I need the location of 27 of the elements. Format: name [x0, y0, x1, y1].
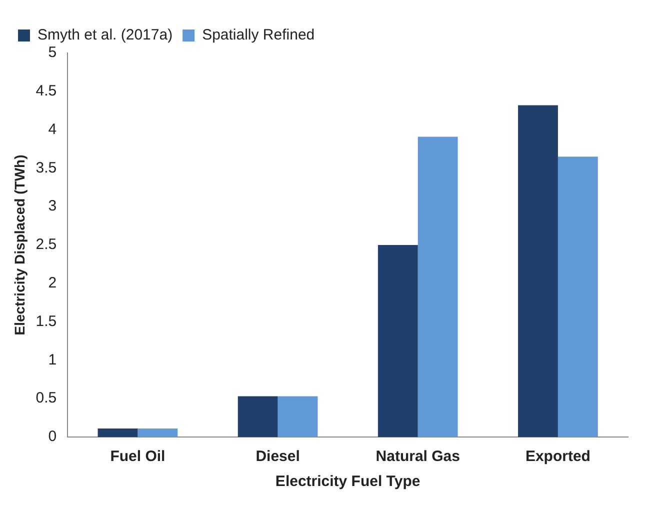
bar [238, 396, 278, 437]
bar [518, 105, 558, 437]
y-tick-label: 1 [48, 351, 57, 368]
x-tick-label: Natural Gas [376, 448, 460, 466]
y-tick-label: 4.5 [36, 82, 57, 100]
legend-label: Smyth et al. (2017a) [38, 26, 173, 44]
bar [558, 156, 598, 437]
y-tick-label: 3 [48, 198, 57, 215]
y-tick-label: 3.5 [36, 159, 57, 176]
y-tick-label: 1.5 [36, 312, 57, 330]
x-tick-label: Exported [525, 448, 590, 466]
y-tick-label: 5 [48, 44, 57, 62]
bar [378, 245, 418, 437]
bar [138, 428, 178, 437]
y-tick-label: 4 [48, 120, 57, 138]
y-tick-label: 0 [48, 428, 57, 446]
y-axis-title: Electricity Displaced (TWh) [11, 154, 28, 336]
x-tick-label: Diesel [256, 448, 300, 466]
y-tick-label: 2.5 [36, 236, 57, 254]
bar [278, 396, 318, 437]
x-tick-label: Fuel Oil [110, 448, 166, 466]
y-tick-label: 0.5 [36, 390, 57, 407]
bar [98, 428, 138, 437]
legend-label: Spatially Refined [202, 26, 315, 44]
y-tick-label: 2 [48, 274, 57, 292]
x-axis-title: Electricity Fuel Type [275, 473, 420, 490]
bar [418, 136, 458, 437]
